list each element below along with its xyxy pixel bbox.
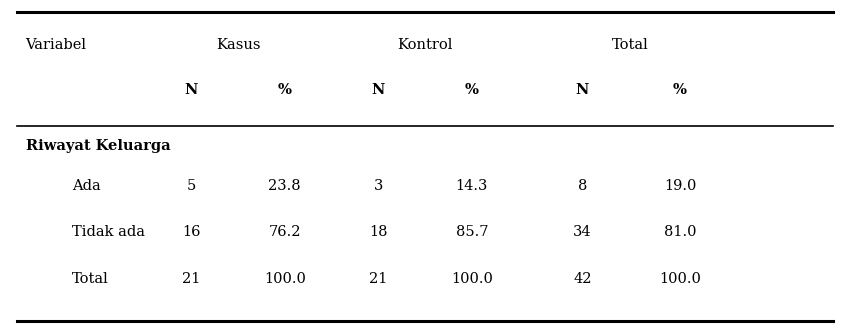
- Text: Total: Total: [72, 272, 109, 286]
- Text: 85.7: 85.7: [456, 225, 488, 239]
- Text: 100.0: 100.0: [659, 272, 701, 286]
- Text: 81.0: 81.0: [664, 225, 696, 239]
- Text: N: N: [371, 83, 385, 97]
- Text: 18: 18: [369, 225, 388, 239]
- Text: 16: 16: [182, 225, 201, 239]
- Text: %: %: [673, 83, 687, 97]
- Text: %: %: [278, 83, 292, 97]
- Text: 76.2: 76.2: [269, 225, 301, 239]
- Text: 23.8: 23.8: [269, 179, 301, 193]
- Text: 3: 3: [373, 179, 383, 193]
- Text: N: N: [184, 83, 198, 97]
- Text: 8: 8: [577, 179, 587, 193]
- Text: Riwayat Keluarga: Riwayat Keluarga: [26, 139, 170, 153]
- Text: Total: Total: [612, 38, 649, 52]
- Text: 21: 21: [369, 272, 388, 286]
- Text: Ada: Ada: [72, 179, 101, 193]
- Text: 34: 34: [573, 225, 592, 239]
- Text: N: N: [575, 83, 589, 97]
- Text: 100.0: 100.0: [264, 272, 306, 286]
- Text: 19.0: 19.0: [664, 179, 696, 193]
- Text: Variabel: Variabel: [26, 38, 87, 52]
- Text: Tidak ada: Tidak ada: [72, 225, 145, 239]
- Text: 5: 5: [187, 179, 196, 193]
- Text: %: %: [465, 83, 479, 97]
- Text: 100.0: 100.0: [450, 272, 493, 286]
- Text: 21: 21: [182, 272, 201, 286]
- Text: 14.3: 14.3: [456, 179, 488, 193]
- Text: Kasus: Kasus: [216, 38, 260, 52]
- Text: Kontrol: Kontrol: [397, 38, 453, 52]
- Text: 42: 42: [573, 272, 592, 286]
